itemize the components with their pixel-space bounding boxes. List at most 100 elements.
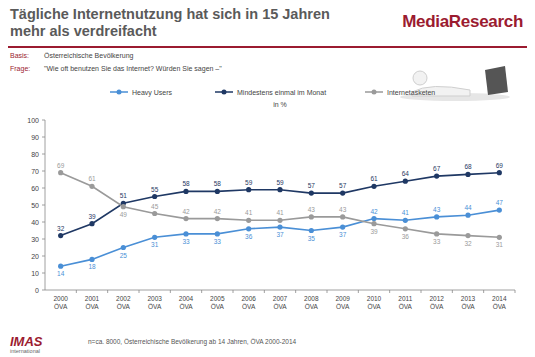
data-point — [465, 213, 470, 218]
data-label: 35 — [308, 235, 316, 242]
footnote: n=ca. 8000, Österreichische Bevölkerung … — [88, 338, 296, 345]
imas-logo: IMAS — [10, 334, 43, 349]
data-point — [215, 231, 220, 236]
x-tick-label: 2013ÖVA — [461, 295, 476, 310]
data-label: 69 — [57, 162, 65, 169]
x-tick — [295, 290, 296, 293]
data-label: 14 — [57, 270, 65, 277]
data-label: 47 — [496, 199, 504, 206]
data-point — [58, 170, 63, 175]
y-tick — [42, 137, 45, 138]
data-label: 42 — [214, 208, 222, 215]
data-label: 59 — [276, 179, 284, 186]
legend-item: Heavy Users — [110, 89, 173, 97]
legend-label: Heavy Users — [132, 89, 173, 97]
legend-marker — [222, 90, 227, 95]
data-label: 57 — [308, 182, 316, 189]
data-point — [497, 170, 502, 175]
y-tick-label: 0 — [35, 287, 39, 294]
data-label: 64 — [402, 170, 410, 177]
x-tick-label: 2002ÖVA — [116, 295, 131, 310]
data-label: 36 — [402, 233, 410, 240]
data-label: 32 — [57, 225, 65, 232]
data-label: 51 — [120, 192, 128, 199]
x-tick — [389, 290, 390, 293]
basis-row: Basis:Österreichische Bevölkerung — [10, 52, 134, 59]
logo: MediaResearch — [402, 12, 523, 32]
data-point — [277, 218, 282, 223]
data-point — [371, 221, 376, 226]
y-tick-label: 40 — [31, 219, 39, 226]
frage: "Wie oft benutzen Sie das Internet? Würd… — [44, 65, 222, 72]
y-tick-label: 90 — [31, 134, 39, 141]
data-point — [434, 174, 439, 179]
data-label: 36 — [245, 233, 253, 240]
imas-logo-sub: international — [10, 348, 40, 354]
data-label: 45 — [151, 203, 159, 210]
data-label: 43 — [339, 206, 347, 213]
data-label: 37 — [276, 231, 284, 238]
data-point — [403, 226, 408, 231]
data-label: 57 — [339, 182, 347, 189]
title: Tägliche Internetnutzung hat sich in 15 … — [10, 6, 340, 40]
x-tick — [452, 290, 453, 293]
y-tick-label: 20 — [31, 253, 39, 260]
decor-laptop — [485, 66, 508, 95]
data-point — [403, 218, 408, 223]
header-rule — [8, 46, 527, 48]
data-point — [465, 233, 470, 238]
y-axis-label: in % — [273, 101, 287, 108]
data-label: 58 — [182, 180, 190, 187]
x-tick — [201, 290, 202, 293]
x-tick — [264, 290, 265, 293]
y-tick — [42, 171, 45, 172]
data-label: 61 — [370, 175, 378, 182]
x-axis — [45, 290, 515, 291]
x-tick — [515, 290, 516, 293]
chart: Heavy Users Mindestens einmal im Monat Int… — [0, 0, 535, 357]
data-point — [403, 179, 408, 184]
data-label: 31 — [496, 241, 504, 248]
x-tick — [170, 290, 171, 293]
x-tick-label: 2012ÖVA — [429, 295, 444, 310]
y-tick-label: 30 — [31, 236, 39, 243]
legend-label: Mindestens einmal im Monat — [237, 89, 326, 96]
data-label: 55 — [151, 186, 159, 193]
series-line — [61, 210, 500, 266]
data-label: 41 — [402, 209, 410, 216]
data-label: 33 — [214, 238, 222, 245]
data-label: 37 — [339, 231, 347, 238]
legend-marker — [117, 90, 122, 95]
legend-marker — [372, 90, 377, 95]
y-tick — [42, 188, 45, 189]
x-tick-label: 2006ÖVA — [241, 295, 256, 310]
data-point — [309, 214, 314, 219]
data-point — [497, 208, 502, 213]
legend-label: Internetasketen — [387, 89, 435, 96]
y-tick-label: 80 — [31, 151, 39, 158]
x-tick-label: 2000ÖVA — [53, 295, 68, 310]
data-label: 42 — [370, 208, 378, 215]
data-point — [309, 191, 314, 196]
legend-item: Mindestens einmal im Monat — [215, 89, 326, 96]
data-label: 41 — [276, 209, 284, 216]
series-line — [61, 173, 500, 238]
y-tick — [42, 120, 45, 121]
data-point — [340, 225, 345, 230]
data-point — [58, 233, 63, 238]
x-tick-label: 2010ÖVA — [367, 295, 382, 310]
x-tick — [483, 290, 484, 293]
x-tick-label: 2003ÖVA — [147, 295, 162, 310]
data-point — [121, 245, 126, 250]
data-point — [309, 228, 314, 233]
data-point — [215, 216, 220, 221]
data-point — [183, 189, 188, 194]
y-tick — [42, 256, 45, 257]
frage-row: Frage:"Wie oft benutzen Sie das Internet… — [10, 65, 222, 72]
data-label: 39 — [88, 213, 96, 220]
data-label: 59 — [245, 179, 253, 186]
data-label: 58 — [214, 180, 222, 187]
data-label: 33 — [433, 238, 441, 245]
series-line — [61, 173, 500, 236]
data-label: 31 — [151, 241, 159, 248]
